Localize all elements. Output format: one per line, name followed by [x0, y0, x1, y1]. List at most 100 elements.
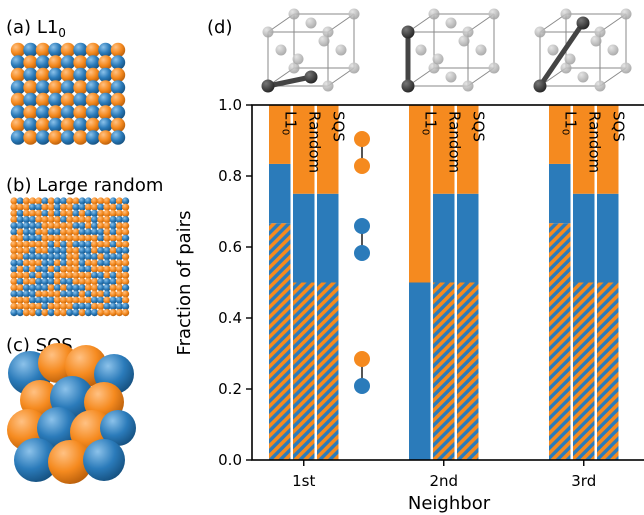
atom	[110, 105, 126, 120]
bar-1st-1-orange-orange	[293, 105, 315, 194]
atom	[28, 209, 37, 217]
atom	[84, 203, 92, 211]
atom	[73, 80, 88, 95]
atom	[91, 265, 99, 273]
atom	[72, 302, 80, 310]
atom	[35, 92, 51, 108]
neighbor-cube-2	[401, 8, 500, 93]
atom	[83, 439, 125, 481]
atom	[91, 247, 99, 255]
atom	[122, 197, 130, 205]
atom	[10, 222, 18, 230]
atom	[109, 265, 117, 273]
atom	[47, 296, 55, 304]
atom	[103, 247, 111, 255]
atom	[97, 253, 105, 261]
atom	[72, 253, 80, 261]
atom	[115, 247, 123, 255]
atom	[60, 296, 68, 304]
atom	[41, 296, 49, 304]
atom	[60, 117, 76, 133]
atom	[72, 290, 80, 298]
l10-structure-image	[10, 42, 126, 145]
atom	[35, 197, 43, 205]
pair-legend	[354, 131, 370, 394]
atom	[35, 290, 43, 298]
atom	[41, 265, 49, 273]
atom	[16, 216, 24, 224]
atom	[109, 296, 117, 304]
atom	[48, 105, 63, 120]
atom	[103, 253, 111, 261]
atom	[97, 197, 105, 205]
atom	[84, 216, 92, 224]
atom	[84, 271, 92, 279]
atom	[48, 67, 63, 83]
atom	[48, 440, 92, 484]
bar-3rd-2-orange-blue	[597, 282, 619, 460]
atom	[22, 290, 30, 298]
atom	[103, 302, 111, 310]
atom	[122, 265, 130, 273]
atom	[72, 247, 80, 255]
atom	[73, 130, 88, 145]
atom	[23, 130, 38, 145]
atom	[35, 265, 43, 273]
y-tick-label: 0.0	[218, 451, 242, 469]
atom	[122, 216, 130, 224]
atom	[72, 259, 80, 267]
atom	[23, 92, 38, 108]
atom	[53, 284, 62, 292]
atom	[41, 284, 49, 292]
atom	[48, 55, 63, 70]
bar-label-1-0: L10	[419, 111, 439, 135]
atom	[10, 302, 18, 310]
atom	[85, 92, 101, 108]
atom	[110, 130, 126, 145]
bar-3rd-2-orange-orange	[597, 105, 619, 194]
atom	[78, 247, 86, 255]
atom	[110, 55, 126, 70]
atom	[91, 222, 99, 230]
atom	[115, 309, 123, 317]
atom	[47, 240, 55, 248]
atom	[66, 296, 74, 304]
atom	[60, 55, 76, 70]
atom	[98, 80, 113, 95]
atom	[72, 284, 80, 292]
atom	[48, 117, 63, 133]
bar-label-1-1: Random	[445, 111, 463, 173]
atom	[91, 216, 99, 224]
atom	[22, 284, 30, 292]
atom	[91, 259, 99, 267]
atom	[35, 234, 43, 242]
legend-pair-blue-blue	[354, 218, 370, 261]
bar-1st-0-orange-blue	[269, 223, 291, 460]
atom	[78, 203, 86, 211]
atom	[41, 253, 49, 261]
atom	[109, 209, 117, 217]
atom	[97, 309, 105, 317]
atom	[97, 247, 105, 255]
atom	[97, 284, 105, 292]
bar-1st-1-blue-blue	[293, 193, 315, 283]
atom	[115, 234, 123, 242]
atom	[91, 228, 99, 236]
atom	[28, 278, 37, 286]
atom	[53, 278, 62, 286]
atom	[91, 209, 99, 217]
atom	[28, 197, 37, 205]
atom	[23, 80, 38, 95]
atom	[78, 259, 86, 267]
atom	[47, 309, 55, 317]
atom	[103, 234, 111, 242]
atom	[97, 234, 105, 242]
atom	[28, 247, 37, 255]
atom	[41, 216, 49, 224]
atom	[122, 253, 130, 261]
atom	[78, 197, 86, 205]
atom	[16, 197, 24, 205]
atom	[109, 197, 117, 205]
atom	[16, 209, 24, 217]
atom	[115, 228, 123, 236]
